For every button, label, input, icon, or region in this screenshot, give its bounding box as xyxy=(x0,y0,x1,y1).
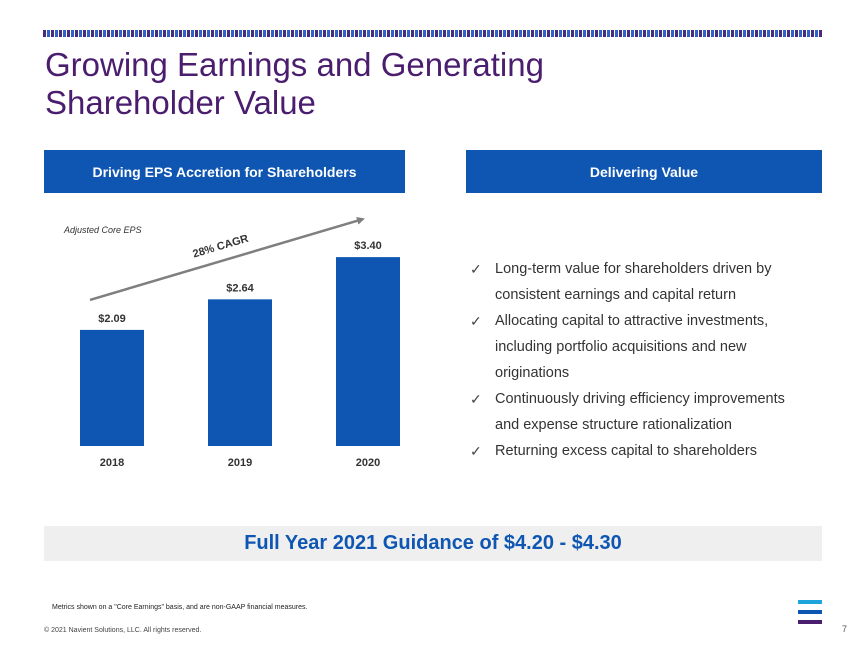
bullet-item: ✓ Continuously driving efficiency improv… xyxy=(470,386,820,438)
category-label: 2019 xyxy=(228,457,252,469)
slide-title: Growing Earnings and Generating Sharehol… xyxy=(45,46,745,122)
bullet-text: Long-term value for shareholders driven … xyxy=(495,256,771,308)
bar-2018 xyxy=(80,329,144,446)
logo-bar xyxy=(798,600,822,604)
bullet-text: Continuously driving efficiency improvem… xyxy=(495,386,785,438)
value-bullet-list: ✓ Long-term value for shareholders drive… xyxy=(470,256,820,464)
bullet-item: ✓ Allocating capital to attractive inves… xyxy=(470,308,820,386)
eps-bar-chart: Adjusted Core EPS $2.09 2018 $2.64 2019 $3.4… xyxy=(63,216,400,469)
logo-bar xyxy=(798,620,822,624)
bullet-line: Continuously driving efficiency improvem… xyxy=(495,391,785,407)
category-label: 2020 xyxy=(356,457,380,469)
slide-title-line1: Growing Earnings and Generating xyxy=(45,46,544,83)
value-label: $2.09 xyxy=(98,313,126,325)
value-label: $3.40 xyxy=(354,240,382,252)
bullet-line: Returning excess capital to shareholders xyxy=(495,443,757,459)
bar-2019 xyxy=(208,299,272,446)
footnote: Metrics shown on a "Core Earnings" basis… xyxy=(52,604,308,611)
guidance-banner: Full Year 2021 Guidance of $4.20 - $4.30 xyxy=(44,526,822,561)
bullet-item: ✓ Long-term value for shareholders drive… xyxy=(470,256,820,308)
checkmark-icon: ✓ xyxy=(470,261,482,277)
checkmark-icon: ✓ xyxy=(470,313,482,329)
bullet-text: Returning excess capital to shareholders xyxy=(495,438,757,464)
category-label: 2018 xyxy=(100,457,124,469)
checkmark-icon: ✓ xyxy=(470,443,482,459)
eps-section-header: Driving EPS Accretion for Shareholders xyxy=(44,150,405,193)
value-label: $2.64 xyxy=(226,282,254,294)
page-number: 7 xyxy=(842,624,848,634)
bar-2020 xyxy=(336,257,400,446)
bullet-line: Long-term value for shareholders driven … xyxy=(495,261,772,277)
value-section-header: Delivering Value xyxy=(466,150,822,193)
bullet-line: originations xyxy=(495,365,570,381)
bullet-item: ✓ Returning excess capital to shareholde… xyxy=(470,438,820,464)
bullet-line: and expense structure rationalization xyxy=(495,417,732,433)
copyright: © 2021 Navient Solutions, LLC. All right… xyxy=(44,627,202,634)
bullet-line: Allocating capital to attractive investm… xyxy=(495,313,769,329)
checkmark-icon: ✓ xyxy=(470,391,482,407)
navient-logo-icon xyxy=(798,600,822,634)
slide-title-line2: Shareholder Value xyxy=(45,84,316,121)
bullet-line: including portfolio acquisitions and new xyxy=(495,339,747,355)
top-dotted-rule xyxy=(43,30,822,37)
bullet-line: consistent earnings and capital return xyxy=(495,287,737,303)
bullet-text: Allocating capital to attractive investm… xyxy=(495,308,768,386)
cagr-arrow xyxy=(89,216,365,302)
chart-title: Adjusted Core EPS xyxy=(63,225,142,235)
logo-bar xyxy=(798,610,822,614)
